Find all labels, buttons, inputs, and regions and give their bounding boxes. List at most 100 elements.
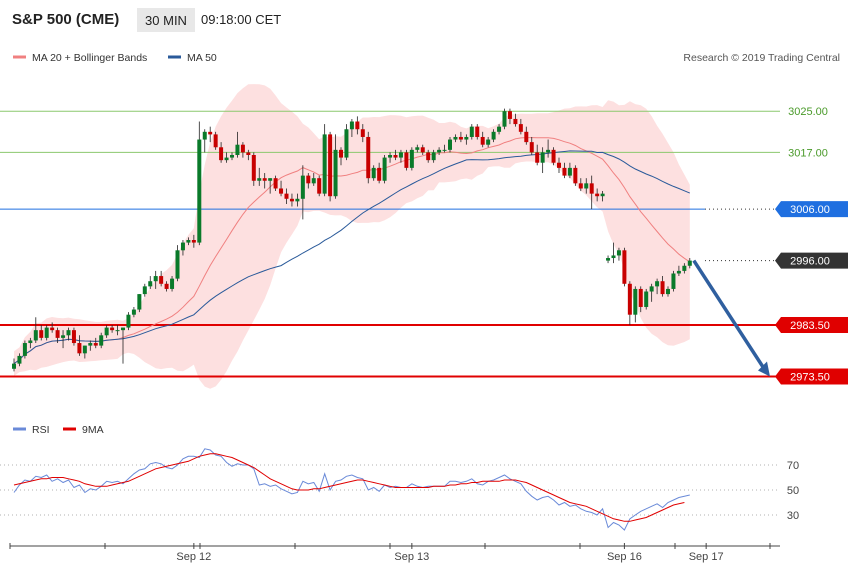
ma50-line xyxy=(13,150,690,365)
candle-body xyxy=(300,175,305,199)
candle-body xyxy=(317,178,322,194)
level-label-3006.00: 3006.00 xyxy=(790,204,830,216)
instrument-title: S&P 500 (CME) xyxy=(12,11,119,28)
candles xyxy=(12,108,692,372)
timeframe-label: 30 MIN xyxy=(145,13,187,28)
candle-body xyxy=(562,167,567,176)
candle-body xyxy=(551,149,556,163)
level-tag-2996.00 xyxy=(775,252,848,269)
candle-body xyxy=(333,149,338,197)
candle-body xyxy=(339,149,343,158)
candle-body xyxy=(458,136,463,140)
candle-body xyxy=(164,283,169,289)
level-label-2996.00: 2996.00 xyxy=(790,256,830,268)
rsi-pane: 30 50 70 xyxy=(0,448,799,531)
candle-body xyxy=(393,155,398,158)
candle-body xyxy=(513,118,518,125)
candle-body xyxy=(633,288,638,315)
candle-body xyxy=(328,134,333,197)
candle-body xyxy=(524,131,529,143)
candle-body xyxy=(502,111,507,127)
candle-body xyxy=(344,129,349,158)
candle-body xyxy=(355,121,360,130)
candle-body xyxy=(137,294,142,310)
candle-body xyxy=(93,343,98,346)
candle-body xyxy=(573,167,578,184)
candle-body xyxy=(17,355,22,364)
candle-body xyxy=(464,136,469,140)
candle-body xyxy=(557,162,561,168)
x-tick-label: Sep 13 xyxy=(394,551,429,563)
candle-body xyxy=(39,330,44,338)
candle-body xyxy=(142,286,147,295)
candle-body xyxy=(507,111,512,119)
candle-body xyxy=(61,335,66,338)
candle-body xyxy=(518,124,523,132)
candle-body xyxy=(649,286,654,292)
rsi-legend-label: RSI xyxy=(32,424,50,436)
candle-body xyxy=(191,240,196,243)
candle-body xyxy=(279,188,284,194)
ma20-line xyxy=(13,137,691,365)
candle-body xyxy=(104,327,109,336)
candle-body xyxy=(71,330,76,344)
candle-body xyxy=(567,167,572,176)
candle-body xyxy=(257,178,262,181)
candle-body xyxy=(535,152,540,163)
candle-body xyxy=(77,343,82,354)
candle-body xyxy=(99,335,104,346)
candle-body xyxy=(491,131,496,140)
candle-body xyxy=(529,142,534,153)
candle-body xyxy=(311,178,316,184)
candle-body xyxy=(33,330,38,341)
credit-label: Research © 2019 Trading Central xyxy=(683,52,840,64)
candle-body xyxy=(475,126,480,137)
candle-body xyxy=(153,276,158,282)
candle-body xyxy=(437,149,442,153)
candle-body xyxy=(170,278,175,289)
candle-body xyxy=(589,183,594,194)
candle-body xyxy=(415,147,420,150)
candle-body xyxy=(578,183,583,189)
candle-body xyxy=(360,129,365,137)
level-tag-2983.50 xyxy=(775,317,848,333)
candle-body xyxy=(12,363,16,369)
candle-body xyxy=(28,340,33,344)
projection-arrowhead xyxy=(758,361,770,377)
candle-body xyxy=(180,242,185,251)
candle-body xyxy=(131,309,136,315)
candle-body xyxy=(409,149,414,168)
candle-body xyxy=(88,343,93,346)
candle-body xyxy=(671,273,676,289)
candle-body xyxy=(469,126,474,137)
header-bar xyxy=(0,0,850,36)
rsi-tick-30: 30 xyxy=(787,510,799,522)
candle-body xyxy=(611,255,616,259)
candle-body xyxy=(627,283,632,315)
rsi-tick-50: 50 xyxy=(787,485,799,497)
candle-body xyxy=(497,126,502,132)
timeframe-box xyxy=(137,8,195,32)
candle-body xyxy=(584,183,589,189)
candle-body xyxy=(486,139,491,145)
bollinger-band xyxy=(14,84,690,389)
candle-body xyxy=(546,149,551,153)
level-label-3025.00: 3025.00 xyxy=(788,106,828,118)
candle-body xyxy=(295,198,300,202)
ma50-legend-label: MA 50 xyxy=(187,52,217,64)
candle-body xyxy=(110,327,115,331)
ma9-legend-label: 9MA xyxy=(82,424,104,436)
candle-body xyxy=(44,327,49,338)
candle-body xyxy=(404,152,409,168)
candle-body xyxy=(595,193,600,197)
candle-body xyxy=(448,139,452,150)
candle-body xyxy=(322,134,327,194)
candle-body xyxy=(600,193,605,197)
candle-body xyxy=(273,178,278,189)
candle-body xyxy=(480,136,485,145)
candle-body xyxy=(420,147,425,153)
candle-body xyxy=(240,144,245,153)
candle-body xyxy=(289,198,294,202)
rsi-line xyxy=(13,448,690,531)
